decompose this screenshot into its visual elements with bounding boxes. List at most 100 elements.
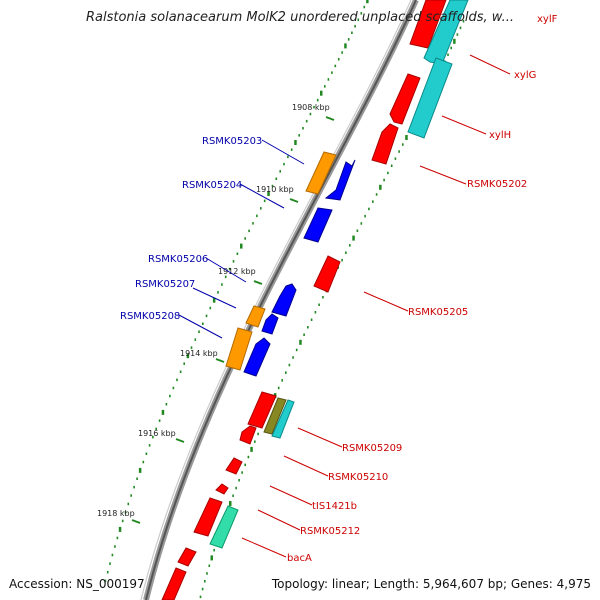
gc-dot [224,275,227,279]
label-rsmk05204[interactable]: RSMK05204 [182,180,242,191]
gc-dot [232,260,235,263]
gc-dot [247,455,250,459]
reverse-strand-genes [225,151,356,377]
gc-dot [302,127,304,130]
gene-rsmk05207[interactable] [245,305,279,335]
reverse-label-leaders [178,139,305,339]
gc-dot [345,251,347,254]
gc-dot [202,322,204,325]
gc-dot [152,435,154,439]
gc-dot [176,378,178,382]
label-rsmk05208[interactable]: RSMK05208 [120,311,180,322]
gc-dot [344,43,347,49]
gc-dot [307,326,309,329]
gene-rsmk05208[interactable] [225,327,271,377]
gc-dot [252,222,254,225]
gc-dot [133,485,135,489]
gc-dot [320,90,323,96]
gc-dot [116,536,119,540]
gc-dot [294,140,297,145]
gc-dot [405,135,408,140]
gc-dot [217,291,219,294]
gc-dot [136,477,138,480]
gene-rsmk05203[interactable] [305,151,356,201]
gc-dot [447,53,449,56]
gc-dot [462,20,465,23]
gc-dot [372,200,374,203]
gc-dot [279,170,281,173]
gene-rsmk05206[interactable] [271,283,297,317]
gene-xylg[interactable] [389,57,453,139]
gc-dot [118,526,122,532]
gc-dot [104,579,107,583]
label-rsmk05205[interactable]: RSMK05205 [408,307,468,318]
gc-dot [114,545,116,548]
gc-dot [299,339,302,345]
scale-tick-label: 1914 kbp [180,349,218,358]
gc-dot [236,252,239,255]
gc-dot [199,595,202,599]
gc-dot [244,237,246,240]
gc-dot [316,98,319,102]
gc-dot [155,427,157,431]
gc-dot [379,184,382,190]
gc-dot [275,177,278,180]
label-rsmk05210[interactable]: RSMK05210 [328,472,388,483]
gc-dot [238,479,240,482]
gene-rsmk05209[interactable] [247,391,295,439]
gc-dot [337,58,340,61]
scale-tick-label: 1908 kbp [292,103,330,112]
gc-dot [179,370,182,373]
map-title: Ralstonia solanacearum MolK2 unordered u… [85,10,514,25]
gc-dot [390,164,393,167]
forward-labels: xylF xylG xylH RSMK05202 RSMK05205 RSMK0… [287,14,558,564]
scale-tick-label: 1918 kbp [97,509,135,518]
gc-dot [309,112,312,116]
gc-dot [450,46,452,50]
gene-tis1421b[interactable] [215,483,229,495]
label-rsmk05206[interactable]: RSMK05206 [148,254,208,265]
gene-rsmk05205[interactable] [313,255,341,293]
scale-tick-label: 1916 kbp [138,429,176,438]
gc-dot [186,353,190,359]
label-xylf[interactable]: xylF [537,14,558,25]
gc-dot [402,143,404,146]
gc-dot [235,486,237,490]
gc-dot [210,555,213,561]
gc-dot [109,562,111,565]
gc-dot [318,303,320,306]
forward-label-leaders [241,54,511,558]
label-rsmk05209[interactable]: RSMK05209 [342,443,402,454]
gc-dot [127,502,130,506]
gene-rsmk05210[interactable] [225,425,257,475]
forward-strand-genes [161,0,469,600]
gc-dot [256,214,258,218]
gc-dot [456,33,459,36]
gene-xylh[interactable] [371,123,399,165]
label-rsmk05203[interactable]: RSMK05203 [202,136,262,147]
gc-dot [248,229,250,233]
label-xylh[interactable]: xylH [489,130,511,141]
gc-dot [130,494,132,497]
gc-dot [285,371,287,374]
gene-rsmk05204[interactable] [303,207,333,243]
label-rsmk05207[interactable]: RSMK05207 [135,279,195,290]
gene-baca[interactable] [161,547,197,600]
label-xylg[interactable]: xylG [514,70,536,81]
label-baca[interactable]: bacA [287,553,312,564]
gc-dot [347,38,350,41]
gc-dot [398,150,400,153]
gc-dot [341,51,343,54]
gc-dot [213,548,215,552]
gene-rsmk05212[interactable] [193,497,239,549]
scale-ticks: 1908 kbp 1910 kbp 1912 kbp 1914 kbp 1916… [97,103,335,524]
gc-dot [240,243,243,249]
label-rsmk05202[interactable]: RSMK05202 [467,179,527,190]
gc-dot [459,26,462,30]
label-tis1421b[interactable]: tIS1421b [312,501,357,512]
label-rsmk05212[interactable]: RSMK05212 [300,526,360,537]
gc-dot [277,386,280,390]
scale-tick-label: 1912 kbp [218,267,256,276]
gc-dot [260,207,262,210]
